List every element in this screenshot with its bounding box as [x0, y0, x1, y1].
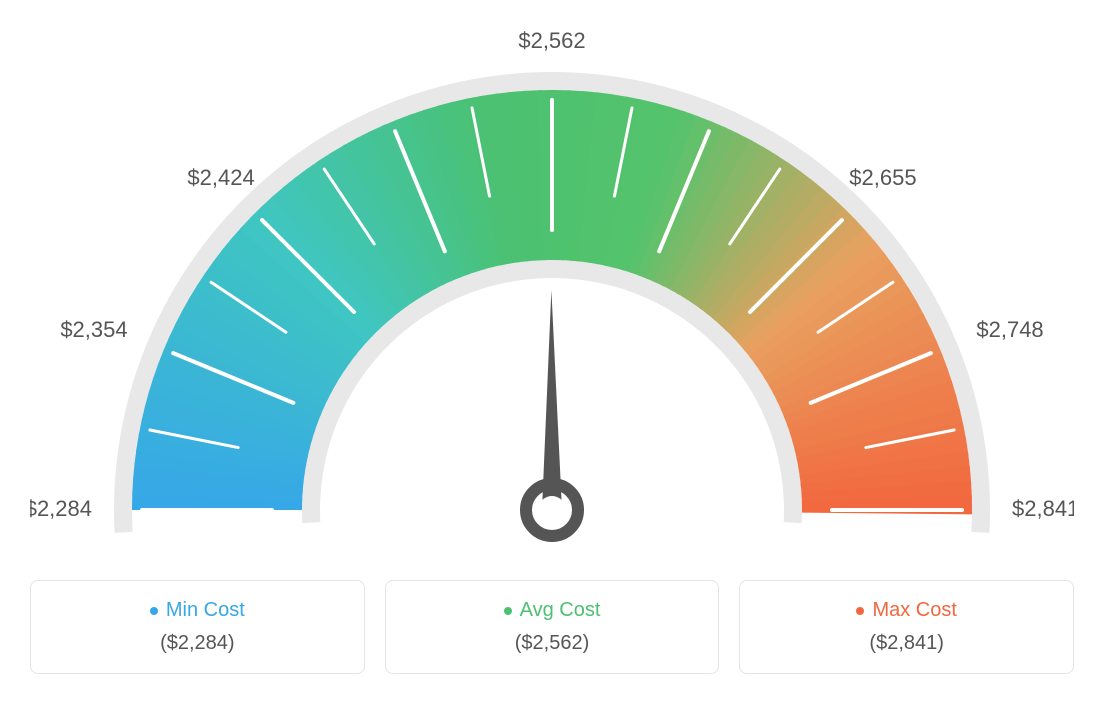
legend-value-max: ($2,841): [760, 632, 1053, 655]
svg-text:$2,562: $2,562: [518, 30, 585, 53]
legend-text-min: Min Cost: [166, 599, 245, 622]
legend-card-avg: Avg Cost ($2,562): [385, 580, 720, 674]
gauge-area: $2,284 $2,354 $2,424 $2,562 $2,655 $2,748 $2,8…: [30, 30, 1074, 560]
svg-text:$2,748: $2,748: [976, 317, 1043, 342]
svg-text:$2,354: $2,354: [60, 317, 127, 342]
legend-label-max: Max Cost: [760, 599, 1053, 622]
legend-value-avg: ($2,562): [406, 632, 699, 655]
gauge-svg: $2,284 $2,354 $2,424 $2,562 $2,655 $2,748 $2,8…: [30, 30, 1074, 560]
legend-label-avg: Avg Cost: [406, 599, 699, 622]
legend-text-avg: Avg Cost: [520, 599, 601, 622]
legend-text-max: Max Cost: [872, 599, 956, 622]
svg-text:$2,424: $2,424: [187, 165, 254, 190]
legend-value-min: ($2,284): [51, 632, 344, 655]
cost-gauge-chart: $2,284 $2,354 $2,424 $2,562 $2,655 $2,748 $2,8…: [30, 30, 1074, 674]
legend-card-max: Max Cost ($2,841): [739, 580, 1074, 674]
legend-row: Min Cost ($2,284) Avg Cost ($2,562) Max …: [30, 580, 1074, 674]
legend-label-min: Min Cost: [51, 599, 344, 622]
legend-dot-avg: [504, 607, 512, 615]
legend-dot-max: [856, 607, 864, 615]
legend-card-min: Min Cost ($2,284): [30, 580, 365, 674]
legend-dot-min: [150, 607, 158, 615]
svg-text:$2,284: $2,284: [30, 496, 92, 521]
svg-text:$2,841: $2,841: [1012, 496, 1074, 521]
svg-text:$2,655: $2,655: [849, 165, 916, 190]
